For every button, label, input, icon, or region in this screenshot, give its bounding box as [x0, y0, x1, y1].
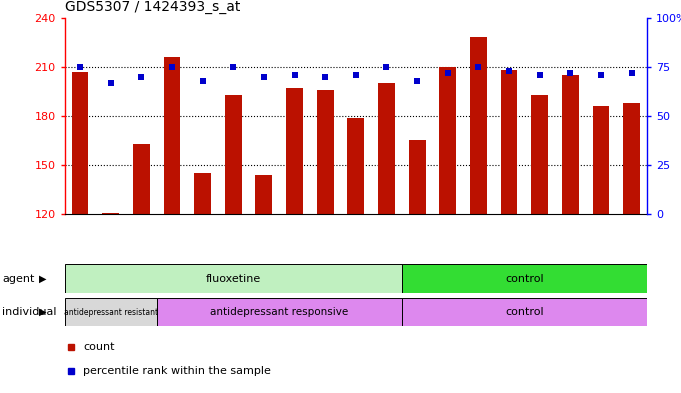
Bar: [531, 95, 548, 214]
Point: [565, 70, 575, 76]
Point: [503, 68, 514, 74]
Point: [166, 64, 177, 70]
Bar: [255, 175, 272, 214]
Point: [411, 77, 422, 84]
Point: [258, 73, 269, 80]
Bar: [163, 57, 180, 214]
Bar: [225, 95, 242, 214]
Point: [534, 72, 545, 78]
Text: antidepressant resistant: antidepressant resistant: [63, 308, 158, 316]
Point: [350, 72, 361, 78]
Text: agent: agent: [2, 274, 35, 284]
Point: [227, 64, 238, 70]
Point: [626, 70, 637, 76]
Bar: [409, 140, 426, 214]
Point: [319, 73, 330, 80]
Bar: [623, 103, 640, 214]
Bar: [347, 118, 364, 214]
Bar: [562, 75, 579, 214]
Bar: [157, 298, 402, 326]
Bar: [378, 83, 395, 214]
Point: [595, 72, 606, 78]
Bar: [402, 298, 647, 326]
Text: individual: individual: [2, 307, 57, 317]
Text: control: control: [505, 307, 543, 317]
Bar: [501, 70, 518, 214]
Bar: [592, 106, 609, 214]
Text: percentile rank within the sample: percentile rank within the sample: [83, 366, 271, 376]
Bar: [72, 72, 89, 214]
Text: GDS5307 / 1424393_s_at: GDS5307 / 1424393_s_at: [65, 0, 240, 14]
Text: fluoxetine: fluoxetine: [206, 274, 261, 284]
Bar: [65, 264, 402, 293]
Bar: [402, 264, 647, 293]
Point: [289, 72, 300, 78]
Point: [442, 70, 453, 76]
Text: ▶: ▶: [38, 274, 46, 284]
Point: [105, 79, 116, 86]
Bar: [286, 88, 303, 214]
Point: [74, 64, 86, 70]
Bar: [439, 67, 456, 214]
Text: count: count: [83, 342, 114, 352]
Point: [381, 64, 392, 70]
Point: [136, 73, 146, 80]
Bar: [65, 298, 157, 326]
Point: [473, 64, 484, 70]
Text: control: control: [505, 274, 543, 284]
Bar: [470, 37, 487, 214]
Text: antidepressant responsive: antidepressant responsive: [210, 307, 349, 317]
Bar: [102, 213, 119, 214]
Bar: [133, 144, 150, 214]
Bar: [194, 173, 211, 214]
Point: [197, 77, 208, 84]
Text: ▶: ▶: [38, 307, 46, 317]
Bar: [317, 90, 334, 214]
